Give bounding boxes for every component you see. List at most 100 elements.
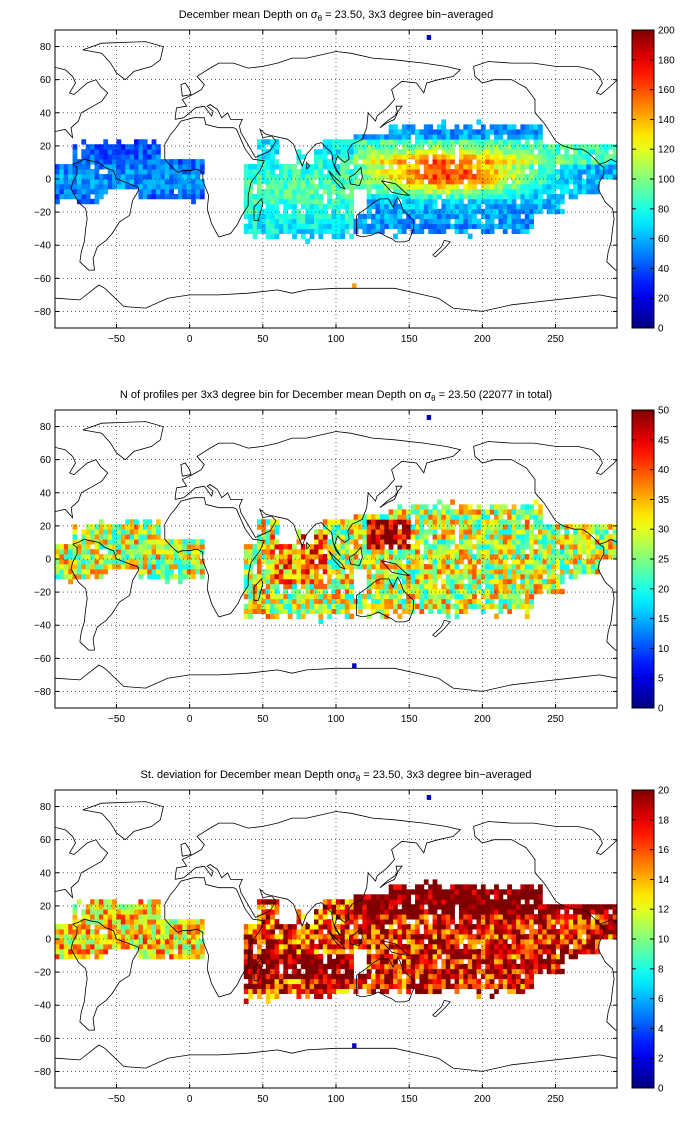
bin-cell [485, 899, 491, 905]
bin-cell [485, 924, 491, 930]
colorbar-tick-label: 60 [658, 234, 670, 245]
bin-cell [147, 904, 152, 910]
bin-cell [388, 129, 394, 135]
bin-cell [349, 149, 354, 155]
bin-cell [480, 124, 486, 130]
bin-cell [489, 524, 495, 530]
bin-cell [537, 573, 543, 580]
bin-cell [129, 169, 135, 175]
bin-cell [371, 218, 376, 225]
bin-cell [524, 539, 530, 545]
bin-cell [542, 539, 548, 545]
bin-cell [524, 603, 530, 610]
bin-cell [362, 223, 368, 230]
bin-cell [502, 573, 508, 580]
bin-cell [406, 573, 412, 580]
bin-cell [401, 983, 407, 990]
bin-cell [480, 948, 486, 955]
bin-cell [296, 588, 302, 595]
bin-cell [537, 578, 543, 585]
bin-cell [489, 598, 495, 605]
bin-cell [344, 958, 350, 965]
bin-cell [94, 183, 100, 190]
bin-cell [265, 993, 271, 999]
bin-cell [261, 524, 267, 530]
bin-cell [283, 968, 289, 975]
bin-cell [458, 904, 464, 910]
bin-cell [445, 139, 451, 145]
bin-cell [107, 563, 113, 570]
bin-cell [292, 228, 297, 235]
colorbar-tick-label: 20 [658, 584, 670, 595]
bin-cell [55, 559, 60, 565]
bin-cell [357, 534, 363, 540]
bin-cell [537, 134, 543, 140]
bin-cell [529, 203, 534, 210]
bin-cell [366, 519, 372, 525]
bin-cell [480, 154, 486, 160]
bin-cell [472, 948, 477, 955]
bin-cell [72, 164, 78, 170]
bin-cell [458, 884, 464, 890]
bin-cell [243, 608, 249, 615]
bin-cell [401, 183, 407, 190]
bin-cell [327, 953, 333, 960]
x-tick-label: 200 [474, 334, 491, 345]
bin-cell [410, 144, 416, 150]
bin-cell [476, 504, 482, 510]
bin-cell [331, 159, 337, 165]
bin-cell [384, 953, 390, 960]
bin-cell [252, 544, 258, 550]
bin-cell [502, 509, 508, 515]
bin-cell [428, 228, 433, 235]
bin-cell [336, 213, 341, 220]
bin-cell [142, 164, 148, 170]
bin-cell [340, 943, 346, 950]
bin-cell [371, 514, 376, 520]
bin-cell [340, 223, 346, 230]
bin-cell [85, 198, 91, 205]
bin-cell [393, 514, 398, 520]
bin-cell [445, 588, 451, 595]
bin-cell [186, 953, 192, 960]
bin-cell [366, 983, 372, 990]
bin-cell [410, 939, 416, 945]
bin-cell [507, 208, 513, 215]
bin-cell [441, 559, 447, 565]
bin-cell [248, 223, 253, 230]
bin-cell [252, 164, 258, 170]
bin-cell [379, 588, 385, 595]
bin-cell [436, 559, 442, 565]
bin-cell [252, 953, 258, 960]
bin-cell [445, 514, 451, 520]
bin-cell [261, 934, 267, 940]
bin-cell [489, 968, 495, 975]
bin-cell [160, 953, 166, 960]
bin-cell [494, 144, 499, 150]
bin-cell [428, 603, 433, 610]
bin-cell [375, 549, 381, 555]
bin-cell [327, 948, 333, 955]
bin-cell [362, 183, 368, 190]
bin-cell [322, 919, 328, 925]
bin-cell [454, 174, 460, 180]
bin-cell [436, 549, 442, 555]
bin-cell [344, 183, 350, 190]
bin-cell [480, 968, 486, 975]
bin-cell [147, 934, 152, 940]
bin-cell [322, 544, 328, 550]
bin-cell [169, 568, 174, 575]
bin-cell [98, 524, 104, 530]
bin-cell [498, 534, 504, 540]
bin-cell [507, 509, 513, 515]
bin-cell [472, 914, 477, 920]
bin-cell [463, 514, 469, 520]
bin-cell [489, 174, 495, 180]
bin-cell [472, 183, 477, 190]
bin-cell [300, 188, 306, 195]
bin-cell [393, 174, 398, 180]
bin-cell [454, 228, 460, 235]
bin-cell [388, 563, 394, 570]
bin-cell [375, 578, 381, 585]
bin-cell [270, 588, 275, 595]
